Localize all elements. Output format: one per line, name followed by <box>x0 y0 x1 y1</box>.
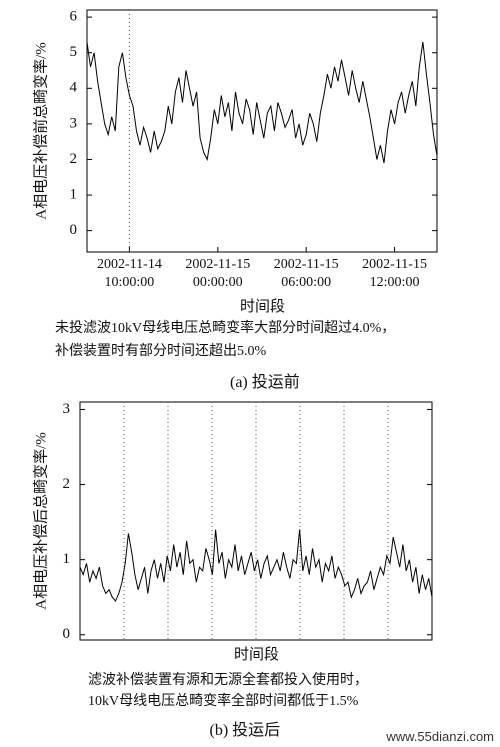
plot-frame <box>79 401 433 641</box>
y-tick-label: 2 <box>63 476 71 492</box>
y-tick-label: 0 <box>70 222 78 238</box>
y-tick-label: 4 <box>70 80 78 96</box>
note: 未投滤波10kV母线电压总畸变率大部分时间超过4.0%， <box>55 321 396 336</box>
note: 10kV母线电压总畸变率全部时间都低于1.5% <box>88 694 359 709</box>
plot-frame <box>86 9 438 253</box>
y-axis-label: A相电压补偿前总畸变率/% <box>32 42 49 220</box>
x-tick-label: 2002-11-14 10:00:00 <box>97 257 162 290</box>
y-tick-label: 2 <box>70 151 78 167</box>
caption: (b) 投运后 <box>209 722 281 739</box>
x-tick-label: 2002-11-15 06:00:00 <box>273 257 339 290</box>
y-tick-label: 1 <box>63 551 71 567</box>
x-tick-label: 2002-11-15 12:00:00 <box>362 257 427 290</box>
note: 补偿装置时有部分时间还超出5.0% <box>55 344 267 359</box>
y-tick-label: 6 <box>70 9 78 25</box>
y-tick-label: 3 <box>63 401 71 417</box>
note: 滤波补偿装置有源和无源全套都投入使用时， <box>88 673 368 688</box>
y-tick-label: 3 <box>70 115 78 131</box>
x-tick-label: 2002-11-15 00:00:00 <box>185 257 251 290</box>
x-axis-label: 时间段 <box>234 647 280 663</box>
y-tick-label: 1 <box>70 186 78 202</box>
x-axis-label: 时间段 <box>240 299 286 315</box>
y-axis-label: A相电压补偿后总畸变率/% <box>32 432 49 610</box>
line-series <box>86 41 438 164</box>
caption: (a) 投运前 <box>230 374 300 391</box>
y-tick-label: 0 <box>63 626 71 642</box>
line-series <box>79 529 433 602</box>
y-tick-label: 5 <box>70 44 78 60</box>
watermark: www.55dianzi.com <box>386 729 494 744</box>
